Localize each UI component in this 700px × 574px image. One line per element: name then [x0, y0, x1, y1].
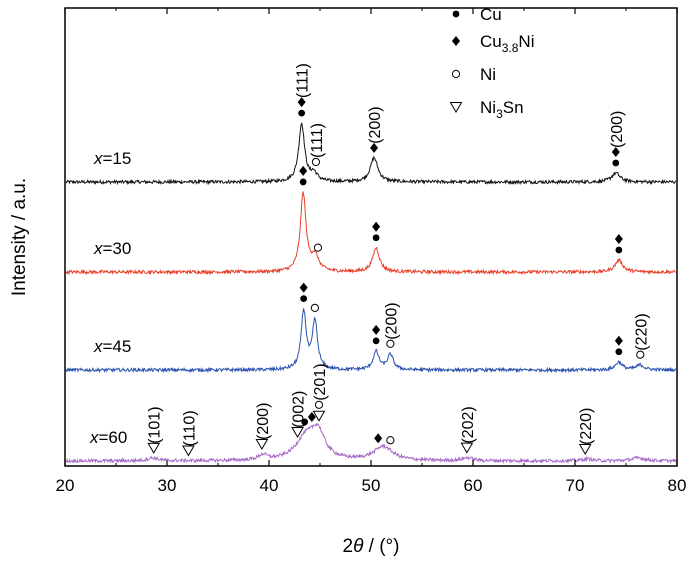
peak-marker-2-1: [311, 157, 321, 167]
x-axis-title-theta: θ: [353, 536, 364, 557]
legend-symbol-1: [452, 10, 460, 18]
peak-label-12: (200): [383, 302, 400, 339]
x-tick-label-40: 40: [260, 476, 279, 495]
peak-marker-5-2: [299, 165, 308, 176]
legend-label-3: Ni: [480, 65, 496, 84]
peak-label-24: (202): [460, 406, 477, 443]
peak-marker-8-2: [614, 233, 623, 244]
x-axis-title-main: 2: [343, 536, 354, 557]
peak-label-4: (200): [609, 111, 626, 148]
peak-label-14: (220): [633, 313, 650, 350]
peak-label-17: (200): [255, 403, 272, 440]
x-tick-label-70: 70: [566, 476, 585, 495]
peak-marker-22-1: [374, 433, 383, 444]
series-line-1: [65, 122, 677, 186]
x-tick-label-60: 60: [464, 476, 483, 495]
peak-marker-10-1: [310, 303, 319, 312]
peak-marker-13-1: [615, 348, 623, 356]
legend-symbol-3: [451, 69, 461, 79]
peak-marker-24-1: [460, 442, 474, 454]
sample-label-2: x=30: [93, 239, 131, 258]
peak-marker-9-2: [299, 282, 308, 293]
sample-label-4: x=60: [89, 428, 127, 447]
x-axis-title-unit: / (°): [363, 536, 399, 557]
peak-label-1: (111): [295, 63, 312, 98]
peak-marker-20-1: [307, 411, 316, 422]
peak-label-3: (200): [367, 106, 384, 143]
peak-marker-23-1: [386, 436, 395, 445]
peak-marker-8-1: [615, 246, 623, 254]
sample-label-3: x=45: [93, 337, 131, 356]
peak-marker-21-1: [312, 410, 326, 422]
peak-label-16: (110): [181, 410, 198, 446]
peak-marker-4-2: [611, 146, 620, 157]
peak-marker-15-1: [147, 442, 161, 454]
peak-marker-12-1: [386, 339, 395, 348]
peak-marker-4-1: [612, 159, 620, 167]
x-tick-label-50: 50: [362, 476, 381, 495]
peak-marker-16-1: [182, 445, 195, 457]
peak-marker-18-1: [291, 426, 304, 438]
legend-label-1: Cu: [480, 5, 502, 24]
x-axis-title: 2θ / (°): [343, 536, 400, 557]
legend-symbol-2: [452, 36, 460, 46]
peak-marker-1-2: [297, 97, 306, 108]
series-line-4: [65, 422, 677, 465]
peak-marker-19-1: [301, 418, 309, 426]
y-axis-title: Intensity / a.u.: [9, 178, 30, 296]
peak-label-2: (111): [309, 123, 326, 158]
peak-marker-9-1: [300, 295, 308, 303]
peak-label-18: (002): [291, 391, 308, 428]
peak-marker-6-1: [313, 243, 323, 252]
peak-marker-17-1: [255, 438, 269, 450]
peak-label-25: (220): [578, 408, 595, 445]
peak-marker-5-1: [299, 178, 307, 186]
peak-marker-1-1: [298, 109, 306, 117]
peak-marker-7-1: [372, 234, 380, 242]
x-tick-label-30: 30: [158, 476, 177, 495]
series-line-3: [65, 308, 677, 374]
peak-marker-7-2: [372, 221, 381, 232]
series-line-2: [65, 191, 676, 276]
peak-marker-21-2: [314, 400, 324, 409]
peak-label-21: (201): [312, 363, 329, 400]
peak-label-15: (101): [147, 406, 164, 443]
peak-marker-14-1: [636, 350, 645, 359]
peak-marker-25-1: [578, 444, 592, 456]
peak-marker-11-1: [372, 337, 380, 345]
peak-marker-3-1: [370, 142, 379, 153]
sample-label-1: x=15: [93, 149, 131, 168]
plot-frame: [64, 7, 678, 467]
peak-marker-13-2: [614, 335, 623, 346]
legend-label-4: Ni3Sn: [480, 98, 524, 121]
x-tick-label-20: 20: [56, 476, 75, 495]
peak-marker-11-2: [372, 324, 381, 335]
legend-label-2: Cu3.8Ni: [480, 32, 534, 55]
legend-symbol-4: [449, 102, 463, 113]
x-tick-label-80: 80: [668, 476, 687, 495]
